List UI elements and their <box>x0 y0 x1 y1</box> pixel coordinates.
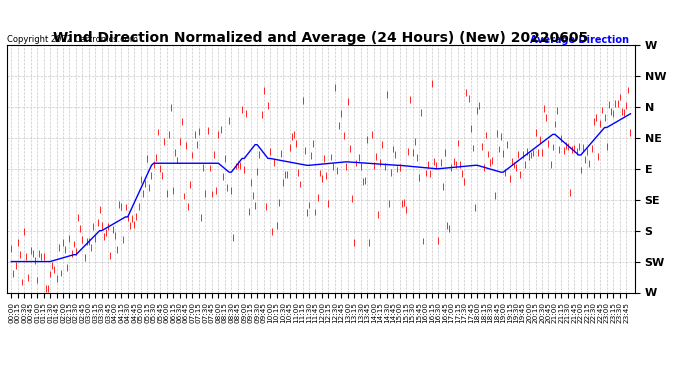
Text: Copyright 2022 Cartronics.com: Copyright 2022 Cartronics.com <box>7 35 138 44</box>
Title: Wind Direction Normalized and Average (24 Hours) (New) 20220605: Wind Direction Normalized and Average (2… <box>53 31 589 45</box>
Text: Average Direction: Average Direction <box>529 35 629 45</box>
